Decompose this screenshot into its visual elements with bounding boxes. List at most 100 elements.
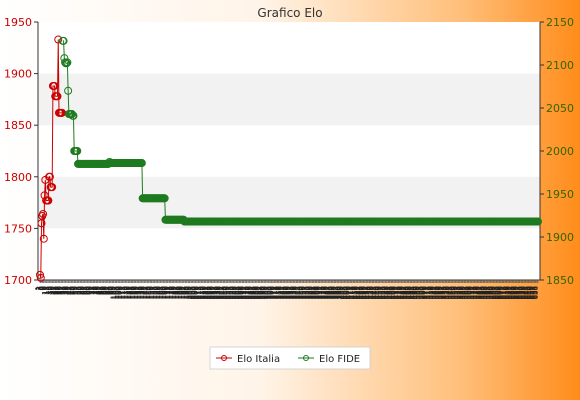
x-tick-label: 135	[136, 286, 144, 299]
x-tick-label: 125	[128, 286, 136, 299]
x-tick-label: 88	[100, 286, 108, 295]
x-tick-label: 103	[112, 286, 120, 299]
x-tick-label: 152	[149, 286, 157, 299]
x-tick-label: 257	[229, 286, 237, 299]
x-tick-label: 274	[242, 285, 250, 299]
x-tick-label: 34	[59, 285, 67, 294]
x-tick-label: 356	[304, 285, 312, 299]
x-tick-label: 227	[206, 286, 214, 299]
x-tick-label: 295	[258, 286, 266, 299]
x-tick-label: 385	[326, 286, 334, 299]
x-tick-label: 170	[162, 286, 170, 299]
x-tick-label: 320	[277, 286, 285, 299]
x-tick-label: 309	[268, 286, 276, 299]
x-tick-label: 611	[498, 286, 506, 299]
x-tick-label: 587	[480, 286, 488, 299]
x-tick-label: 4	[36, 285, 44, 290]
x-tick-label: 294	[257, 285, 265, 299]
x-tick-label: 569	[466, 286, 474, 299]
x-tick-label: 330	[284, 286, 292, 299]
elo-fide-point	[73, 147, 82, 155]
x-tick-label: 466	[388, 285, 396, 299]
x-tick-label: 359	[306, 286, 314, 299]
x-tick-label: 172	[164, 286, 172, 299]
x-tick-label: 73	[89, 286, 97, 295]
x-tick-label: 403	[340, 286, 348, 299]
x-tick-label: 232	[210, 286, 218, 299]
x-tick-label: 215	[197, 286, 205, 299]
x-tick-label: 177	[168, 286, 176, 299]
x-tick-label: 80	[94, 286, 102, 295]
x-tick-label: 497	[411, 286, 419, 299]
x-tick-label: 504	[416, 285, 424, 299]
x-tick-label: 346	[296, 285, 304, 299]
elo-italia-point	[39, 234, 48, 243]
x-tick-label: 174	[166, 285, 174, 299]
x-tick-label: 554	[454, 285, 462, 299]
x-tick-label: 508	[419, 286, 427, 299]
x-tick-label: 339	[291, 286, 299, 299]
x-tick-label: 480	[398, 286, 406, 299]
x-tick-label: 430	[360, 286, 368, 299]
x-tick-label: 317	[274, 286, 282, 299]
x-tick-label: 305	[265, 286, 273, 299]
x-tick-label: 128	[131, 286, 139, 299]
x-tick-label: 431	[361, 286, 369, 299]
x-tick-label: 559	[458, 286, 466, 299]
right-tick-label: 2050	[546, 102, 574, 115]
x-tick-label: 137	[137, 286, 145, 299]
x-tick-label: 140	[140, 286, 148, 299]
x-tick-label: 560	[459, 286, 467, 299]
x-tick-label: 474	[394, 285, 402, 299]
x-tick-label: 429	[359, 286, 367, 299]
x-tick-label: 654	[530, 285, 538, 299]
x-tick-label: 459	[382, 286, 390, 299]
x-tick-label: 62	[80, 286, 88, 295]
x-tick-label: 32	[58, 286, 66, 295]
x-tick-label: 162	[156, 286, 164, 299]
x-tick-label: 273	[241, 286, 249, 299]
x-tick-label: 352	[301, 286, 309, 299]
x-tick-label: 613	[499, 286, 507, 299]
x-tick-label: 79	[93, 286, 101, 295]
x-tick-label: 226	[205, 285, 213, 299]
x-tick-label: 74	[90, 285, 98, 294]
x-tick-label: 166	[159, 285, 167, 299]
x-tick-label: 64	[82, 285, 90, 294]
x-tick-label: 378	[321, 286, 329, 299]
x-tick-label: 44	[67, 285, 75, 294]
x-tick-label: 594	[485, 285, 493, 299]
x-tick-label: 534	[439, 285, 447, 299]
elo-fide-point	[63, 58, 72, 67]
x-tick-label: 75	[90, 286, 98, 295]
x-tick-label: 122	[126, 286, 134, 299]
x-tick-label: 644	[523, 285, 531, 299]
x-tick-label: 393	[332, 286, 340, 299]
x-tick-label: 371	[315, 286, 323, 299]
x-tick-label: 185	[174, 286, 182, 299]
x-tick-label: 5	[37, 286, 45, 290]
x-tick-label: 277	[244, 286, 252, 299]
x-tick-label: 289	[253, 286, 261, 299]
x-tick-label: 517	[426, 286, 434, 299]
x-tick-label: 231	[209, 286, 217, 299]
x-tick-label: 522	[430, 286, 438, 299]
x-tick-label: 639	[519, 286, 527, 299]
x-tick-label: 505	[417, 286, 425, 299]
x-tick-label: 578	[473, 286, 481, 299]
x-tick-label: 624	[508, 285, 516, 299]
x-tick-label: 616	[502, 285, 510, 299]
x-tick-label: 421	[353, 286, 361, 299]
x-tick-label: 48	[70, 286, 78, 295]
x-tick-label: 242	[217, 286, 225, 299]
x-tick-label: 629	[511, 286, 519, 299]
x-tick-label: 97	[107, 286, 115, 295]
x-tick-label: 224	[204, 285, 212, 299]
x-tick-label: 348	[298, 286, 306, 299]
x-tick-label: 564	[462, 285, 470, 299]
x-tick-label: 608	[496, 286, 504, 299]
x-tick-label: 244	[219, 285, 227, 299]
x-tick-label: 353	[302, 286, 310, 299]
x-tick-label: 307	[267, 286, 275, 299]
x-tick-label: 67	[84, 286, 92, 295]
